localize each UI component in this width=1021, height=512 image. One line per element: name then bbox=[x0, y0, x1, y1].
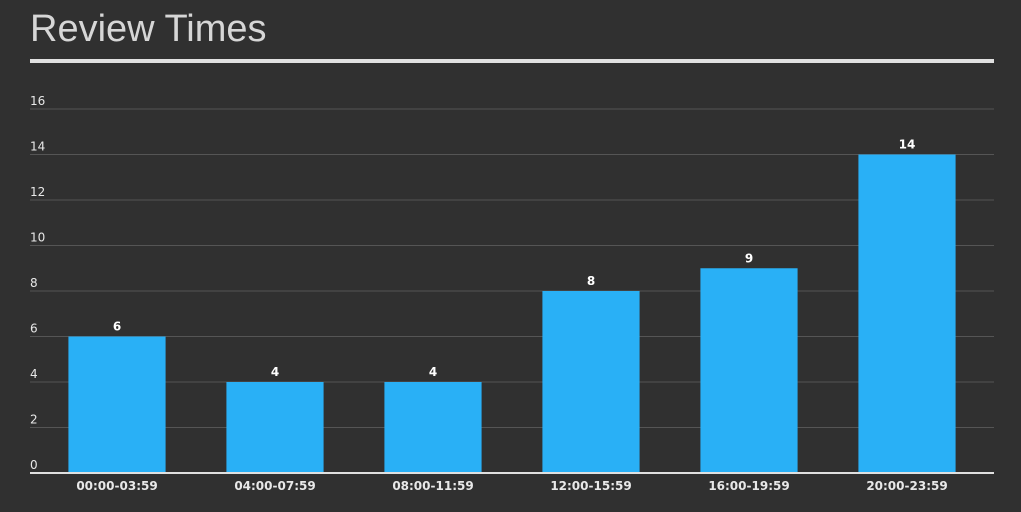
bar bbox=[542, 291, 640, 473]
bar bbox=[226, 382, 324, 473]
y-axis-ticks: 0 2 4 6 8 10 12 14 16 bbox=[30, 94, 45, 472]
bars bbox=[68, 154, 956, 473]
chart-title: Review Times bbox=[30, 8, 267, 50]
bar-value-label: 14 bbox=[899, 138, 916, 152]
x-tick-label: 08:00-11:59 bbox=[392, 479, 473, 493]
title-divider bbox=[30, 59, 994, 63]
bar bbox=[858, 154, 956, 473]
bar-value-label: 8 bbox=[587, 274, 595, 288]
x-axis-ticks: 00:00-03:59 04:00-07:59 08:00-11:59 12:00-1… bbox=[76, 479, 947, 493]
y-tick-label: 8 bbox=[30, 276, 38, 290]
bar bbox=[384, 382, 482, 473]
gridlines bbox=[30, 108, 994, 428]
bar-value-label: 4 bbox=[429, 365, 437, 379]
x-tick-label: 00:00-03:59 bbox=[76, 479, 157, 493]
y-tick-label: 16 bbox=[30, 94, 45, 108]
data-labels: 6 4 4 8 9 14 bbox=[113, 138, 916, 380]
y-tick-label: 12 bbox=[30, 185, 45, 199]
y-tick-label: 4 bbox=[30, 367, 38, 381]
bar-value-label: 9 bbox=[745, 251, 753, 265]
x-tick-label: 04:00-07:59 bbox=[234, 479, 315, 493]
y-tick-label: 6 bbox=[30, 322, 38, 336]
bar bbox=[700, 268, 798, 473]
y-tick-label: 10 bbox=[30, 231, 45, 245]
bar-value-label: 6 bbox=[113, 320, 121, 334]
y-tick-label: 0 bbox=[30, 458, 38, 472]
x-tick-label: 12:00-15:59 bbox=[550, 479, 631, 493]
x-tick-label: 20:00-23:59 bbox=[866, 479, 947, 493]
y-tick-label: 2 bbox=[30, 413, 38, 427]
y-tick-label: 14 bbox=[30, 140, 45, 154]
bar bbox=[68, 336, 166, 473]
bar-value-label: 4 bbox=[271, 365, 279, 379]
x-tick-label: 16:00-19:59 bbox=[708, 479, 789, 493]
